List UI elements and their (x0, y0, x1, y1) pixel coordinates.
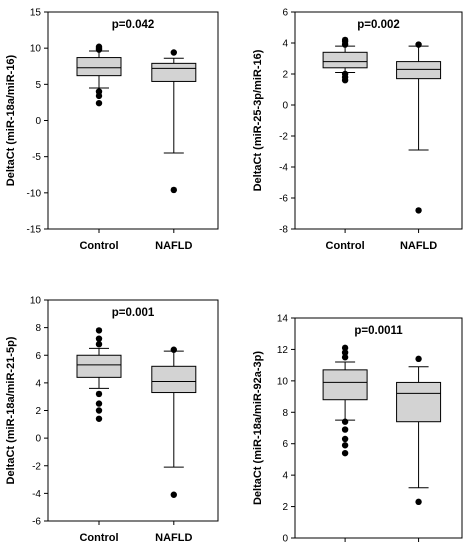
outlier-point (341, 426, 349, 433)
panel-4: 0 2 4 6 8 10 12 14 DeltaCt (miR-18a/miR-92a-3p) p… (252, 314, 463, 550)
y-tick-label: -4 (32, 489, 41, 500)
outlier-point (341, 449, 349, 457)
y-tick-label: 15 (30, 8, 42, 19)
x-category-label: NAFLD (155, 240, 192, 252)
y-tick-label: 0 (282, 534, 288, 545)
box-control (322, 36, 368, 84)
outlier-point (341, 349, 349, 356)
outlier-point (341, 418, 349, 425)
outlier-point (95, 99, 103, 107)
outlier-point (95, 390, 103, 398)
box-body (151, 62, 197, 82)
panel-2: -8 -6 -4 -2 0 2 4 6 DeltaCt (miR-25-3p/miR-16) p=… (252, 8, 463, 252)
y-tick-label: 4 (282, 39, 288, 50)
y-tick-label: -15 (27, 225, 42, 236)
y-tick-label: 10 (30, 296, 42, 307)
p-value-annotation: p=0.0011 (354, 325, 403, 337)
box-body (322, 369, 368, 401)
y-tick-label: 2 (282, 70, 288, 81)
y-tick-label: -6 (32, 517, 41, 528)
y-axis-label: DeltaCt (miR-18a/miR-92a-3p) (252, 351, 264, 505)
outlier-point (341, 442, 349, 449)
plot-frame (294, 317, 463, 539)
box-nafld (396, 355, 442, 506)
outlier-point (341, 70, 349, 78)
x-category-label: NAFLD (155, 532, 192, 544)
outlier-point (341, 36, 349, 44)
outlier-point (341, 344, 349, 352)
outlier-point (95, 415, 103, 422)
y-tick-label: -2 (32, 461, 41, 472)
y-tick-label: -10 (27, 188, 42, 199)
y-tick-label: 12 (277, 345, 289, 356)
y-tick-label: 0 (282, 101, 288, 112)
y-tick-label: 6 (282, 439, 288, 450)
plot-frame (294, 11, 463, 230)
outlier-point (415, 207, 422, 214)
outlier-point (95, 407, 103, 414)
box-control (76, 43, 122, 107)
box-body (396, 381, 442, 423)
p-value-annotation: p=0.001 (112, 307, 155, 319)
outlier-point (95, 88, 103, 95)
y-tick-label: -4 (279, 163, 288, 174)
box-nafld (151, 346, 197, 498)
x-category-label: Control (326, 240, 365, 252)
y-tick-label: 14 (277, 314, 289, 325)
y-axis-label: DeltaCt (miR-18a/miR-16) (5, 54, 17, 186)
outlier-point (170, 49, 177, 56)
y-axis-label: DeltaCt (miR-25-3p/miR-16) (252, 49, 264, 191)
outlier-point (95, 341, 103, 348)
y-tick-label: 10 (277, 376, 289, 387)
outlier-point (415, 498, 422, 506)
y-tick-label: 4 (282, 471, 288, 482)
box-control (322, 344, 368, 457)
p-value-annotation: p=0.042 (112, 19, 155, 31)
y-tick-label: -5 (32, 152, 41, 163)
y-tick-label: 10 (30, 44, 42, 55)
y-tick-label: 8 (35, 323, 41, 334)
panel-1: -15 -10 -5 0 5 10 15 DeltaCt (miR-18a/miR-16) p=… (5, 8, 219, 252)
outlier-point (95, 43, 103, 50)
x-category-label: Control (79, 532, 118, 544)
box-body (322, 51, 368, 69)
outlier-point (95, 327, 103, 334)
y-tick-label: 6 (282, 8, 288, 19)
box-body (76, 354, 122, 378)
panel-3: -6 -4 -2 0 2 4 6 8 10 DeltaCt (miR-18a/miR-21-5p)… (5, 296, 219, 544)
y-tick-label: 2 (282, 502, 288, 513)
outlier-point (170, 491, 177, 498)
outlier-point (170, 346, 177, 353)
p-value-annotation: p=0.002 (357, 19, 400, 31)
box-control (76, 327, 122, 422)
x-category-label: Control (79, 240, 118, 252)
outlier-point (415, 355, 422, 363)
y-tick-label: 2 (35, 406, 41, 417)
y-tick-label: 5 (35, 80, 41, 91)
y-tick-label: 0 (35, 434, 41, 445)
box-nafld (396, 41, 442, 214)
y-tick-label: -6 (279, 194, 288, 205)
y-tick-label: -8 (279, 225, 288, 236)
plot-frame (47, 299, 219, 522)
box-body (151, 365, 197, 394)
box-body (76, 57, 122, 77)
plot-frame (47, 11, 219, 230)
outlier-point (170, 186, 177, 194)
y-tick-label: -2 (279, 132, 288, 143)
y-tick-label: 0 (35, 116, 41, 127)
outlier-point (415, 41, 422, 48)
outlier-point (341, 354, 349, 361)
y-tick-label: 8 (282, 408, 288, 419)
outlier-point (95, 400, 103, 407)
y-axis-label: DeltaCt (miR-18a/miR-21-5p) (5, 336, 17, 484)
y-tick-label: 6 (35, 351, 41, 362)
outlier-point (95, 335, 103, 342)
y-tick-label: 4 (35, 378, 41, 389)
x-category-label: NAFLD (400, 240, 437, 252)
box-body (396, 61, 442, 80)
outlier-point (341, 435, 349, 443)
box-nafld (151, 49, 197, 194)
